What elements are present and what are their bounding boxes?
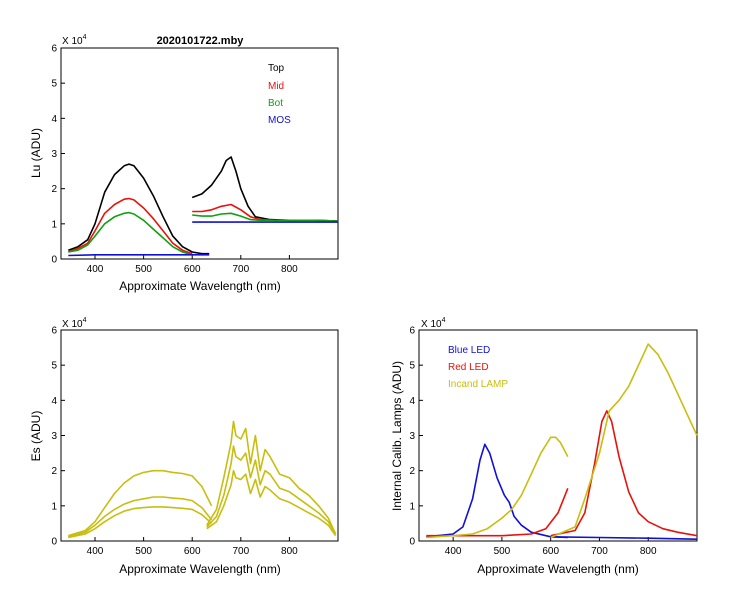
lamps-series-blue-led-b xyxy=(550,536,698,540)
lamps-series-incand-lamp-b xyxy=(550,343,698,539)
es-y-tick-label: 4 xyxy=(51,396,57,407)
lamps-y-tick-label: 2 xyxy=(409,466,415,477)
lu-legend-mid: Mid xyxy=(268,81,284,92)
es-lines xyxy=(68,420,337,539)
lu-x-ticks: 400 500 600 700 800 xyxy=(87,255,298,275)
lamps-x-tick-label: 800 xyxy=(640,546,657,557)
lamps-multiplier: X 104 xyxy=(421,317,446,330)
lu-series-mos-a xyxy=(68,254,210,257)
lamps-legend: Blue LED Red LED Incand LAMP xyxy=(448,345,508,390)
es-x-tick-label: 500 xyxy=(135,546,152,557)
es-series-es-low-a xyxy=(68,506,213,539)
lamps-legend-red-led: Red LED xyxy=(448,362,489,373)
lamps-panel: 0 1 2 3 4 5 6 400 500 600 700 800 X 104 Approximat… xyxy=(390,317,698,576)
es-y-tick-label: 6 xyxy=(51,326,57,337)
lamps-y-tick-label: 5 xyxy=(409,361,415,372)
lamps-series-blue-led-a xyxy=(426,443,568,539)
lu-x-tick-label: 500 xyxy=(135,264,152,275)
es-series-es-mid-a xyxy=(68,496,213,538)
lamps-series-red-led-a xyxy=(426,488,569,537)
lu-lines xyxy=(68,156,339,257)
lamps-y-tick-label: 4 xyxy=(409,396,415,407)
lu-series-bot-b xyxy=(192,212,339,222)
lamps-x-label: Approximate Wavelength (nm) xyxy=(477,562,639,576)
lu-y-tick-label: 0 xyxy=(51,255,57,266)
lamps-x-tick-label: 500 xyxy=(494,546,511,557)
lu-multiplier: X 104 xyxy=(62,34,87,47)
lu-series-mid-a xyxy=(68,197,193,255)
es-x-tick-label: 700 xyxy=(232,546,249,557)
lamps-y-ticks: 0 1 2 3 4 5 6 xyxy=(409,326,423,548)
lamps-x-tick-label: 600 xyxy=(542,546,559,557)
lu-y-tick-label: 1 xyxy=(51,219,57,230)
lu-y-label: Lu (ADU) xyxy=(29,128,43,178)
lamps-x-ticks: 400 500 600 700 800 xyxy=(445,537,657,557)
lu-legend: Top Mid Bot MOS xyxy=(268,63,291,126)
es-y-tick-label: 2 xyxy=(51,466,57,477)
es-series-es-high-b xyxy=(206,420,337,535)
lamps-y-tick-label: 6 xyxy=(409,326,415,337)
lamps-series-red-led-b xyxy=(550,410,698,537)
lamps-lines xyxy=(426,343,698,540)
lamps-legend-blue-led: Blue LED xyxy=(448,345,490,356)
es-x-ticks: 400 500 600 700 800 xyxy=(87,537,298,557)
lu-y-tick-label: 3 xyxy=(51,149,57,160)
lamps-y-tick-label: 0 xyxy=(409,537,415,548)
es-y-tick-label: 5 xyxy=(51,361,57,372)
es-x-label: Approximate Wavelength (nm) xyxy=(119,562,281,576)
es-panel: 0 1 2 3 4 5 6 400 500 600 700 800 X 104 Approximat… xyxy=(29,317,339,576)
lu-series-bot-a xyxy=(68,211,193,256)
es-series-es-high-a xyxy=(68,469,213,537)
figure-title: 2020101722.mby xyxy=(157,35,245,47)
es-series-es-low-b xyxy=(206,469,337,537)
es-y-ticks: 0 1 2 3 4 5 6 xyxy=(51,326,65,548)
lamps-y-tick-label: 1 xyxy=(409,501,415,512)
lu-x-tick-label: 400 xyxy=(87,264,104,275)
lu-legend-mos: MOS xyxy=(268,115,291,126)
lu-legend-top: Top xyxy=(268,63,285,74)
lamps-y-tick-label: 3 xyxy=(409,431,415,442)
lamps-legend-incand-lamp: Incand LAMP xyxy=(448,379,508,390)
es-y-tick-label: 1 xyxy=(51,501,57,512)
lu-x-label: Approximate Wavelength (nm) xyxy=(119,279,281,293)
lu-x-tick-label: 600 xyxy=(184,264,201,275)
es-y-tick-label: 0 xyxy=(51,537,57,548)
lamps-series-incand-lamp-a xyxy=(426,436,569,539)
es-x-tick-label: 600 xyxy=(184,546,201,557)
lamps-x-tick-label: 700 xyxy=(591,546,608,557)
lamps-y-label: Internal Calib. Lamps (ADU) xyxy=(390,361,404,511)
lu-y-ticks: 0 1 2 3 4 5 6 xyxy=(51,44,65,266)
lu-series-top-a xyxy=(68,163,210,255)
lu-y-tick-label: 4 xyxy=(51,114,57,125)
es-y-tick-label: 3 xyxy=(51,431,57,442)
lu-y-tick-label: 5 xyxy=(51,79,57,90)
lu-legend-bot: Bot xyxy=(268,98,283,109)
lu-panel: 2020101722.mby 0 1 2 3 4 5 6 400 500 600 700 800 X… xyxy=(29,34,339,293)
es-multiplier: X 104 xyxy=(62,317,87,330)
lamps-x-tick-label: 400 xyxy=(445,546,462,557)
lu-y-tick-label: 2 xyxy=(51,184,57,195)
es-x-tick-label: 800 xyxy=(281,546,298,557)
es-x-tick-label: 400 xyxy=(87,546,104,557)
es-series-es-mid-b xyxy=(206,445,337,535)
lu-y-tick-label: 6 xyxy=(51,44,57,55)
lu-x-tick-label: 800 xyxy=(281,264,298,275)
lu-x-tick-label: 700 xyxy=(232,264,249,275)
es-y-label: Es (ADU) xyxy=(29,411,43,462)
lu-series-top-b xyxy=(191,156,339,222)
